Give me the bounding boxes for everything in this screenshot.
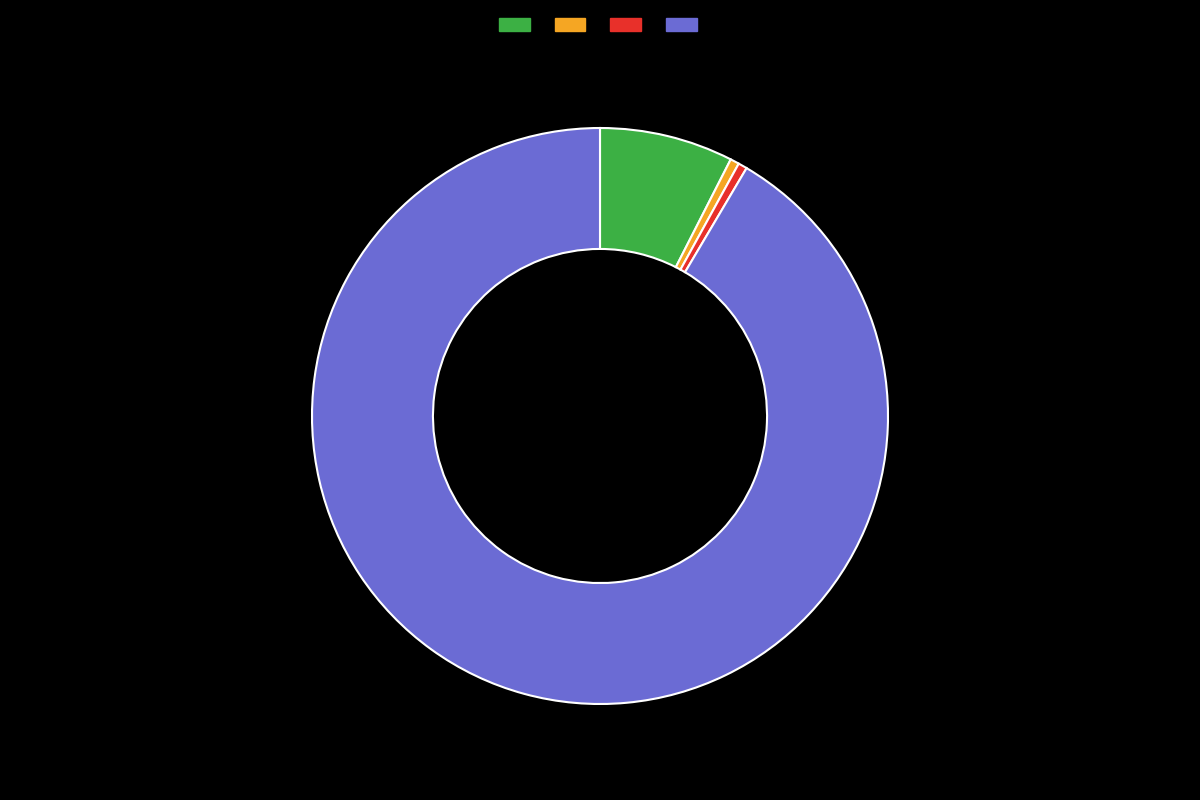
Legend: , , , : , , , (493, 13, 707, 38)
Wedge shape (676, 159, 739, 270)
Wedge shape (680, 164, 746, 272)
Wedge shape (312, 128, 888, 704)
Wedge shape (600, 128, 731, 267)
